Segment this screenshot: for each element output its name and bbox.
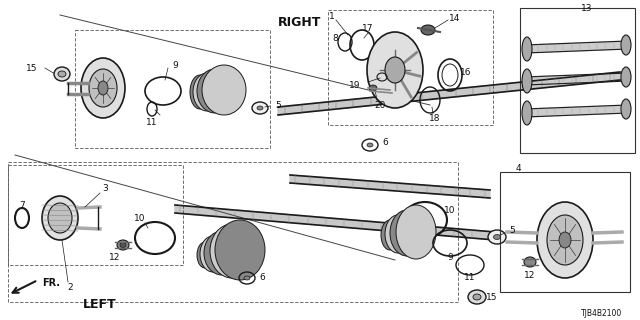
- Text: 2: 2: [67, 284, 73, 292]
- Ellipse shape: [98, 81, 108, 95]
- Ellipse shape: [197, 69, 233, 113]
- Ellipse shape: [54, 67, 70, 81]
- Text: 16: 16: [460, 68, 472, 76]
- Text: 15: 15: [486, 293, 498, 302]
- Ellipse shape: [200, 236, 226, 272]
- Ellipse shape: [621, 99, 631, 119]
- Text: 20: 20: [374, 100, 386, 109]
- Text: 6: 6: [382, 138, 388, 147]
- Ellipse shape: [244, 276, 250, 280]
- Ellipse shape: [547, 215, 583, 265]
- Polygon shape: [278, 72, 620, 115]
- Ellipse shape: [215, 220, 265, 280]
- Ellipse shape: [390, 210, 424, 256]
- Ellipse shape: [252, 102, 268, 114]
- Ellipse shape: [381, 220, 399, 250]
- Ellipse shape: [367, 143, 373, 147]
- Text: 17: 17: [362, 23, 374, 33]
- Ellipse shape: [468, 290, 486, 304]
- Ellipse shape: [210, 224, 254, 278]
- Ellipse shape: [522, 101, 532, 125]
- Ellipse shape: [421, 25, 435, 35]
- Polygon shape: [525, 41, 628, 53]
- Ellipse shape: [193, 73, 221, 111]
- Ellipse shape: [58, 71, 66, 77]
- Text: 11: 11: [147, 117, 157, 126]
- Polygon shape: [290, 175, 490, 198]
- Bar: [8, 162, 458, 302]
- Text: 12: 12: [524, 271, 536, 281]
- Ellipse shape: [367, 32, 423, 108]
- Text: 6: 6: [259, 274, 265, 283]
- Bar: [328, 10, 493, 125]
- Ellipse shape: [621, 67, 631, 87]
- Bar: [8, 165, 183, 265]
- Ellipse shape: [621, 35, 631, 55]
- Ellipse shape: [385, 215, 411, 253]
- Text: 5: 5: [509, 226, 515, 235]
- Ellipse shape: [369, 85, 377, 91]
- Ellipse shape: [120, 243, 126, 247]
- Ellipse shape: [493, 235, 500, 239]
- Ellipse shape: [396, 205, 436, 259]
- Text: 8: 8: [332, 34, 338, 43]
- Text: 15: 15: [26, 63, 38, 73]
- Text: FR.: FR.: [42, 278, 60, 288]
- Text: 7: 7: [19, 201, 25, 210]
- Ellipse shape: [202, 65, 246, 115]
- Ellipse shape: [524, 257, 536, 267]
- Text: 9: 9: [172, 60, 178, 69]
- Text: 3: 3: [102, 183, 108, 193]
- Ellipse shape: [257, 106, 263, 110]
- Text: 4: 4: [515, 164, 521, 172]
- Ellipse shape: [197, 242, 213, 268]
- Text: LEFT: LEFT: [83, 299, 117, 311]
- Polygon shape: [175, 205, 495, 240]
- Text: 9: 9: [447, 253, 453, 262]
- Bar: [500, 172, 630, 292]
- Polygon shape: [525, 105, 628, 117]
- Text: 11: 11: [464, 274, 476, 283]
- Polygon shape: [525, 73, 628, 85]
- Bar: [75, 30, 270, 148]
- Ellipse shape: [559, 232, 571, 248]
- Ellipse shape: [522, 37, 532, 61]
- Ellipse shape: [473, 294, 481, 300]
- Ellipse shape: [42, 196, 78, 240]
- Text: TJB4B2100: TJB4B2100: [580, 309, 622, 318]
- Ellipse shape: [89, 69, 117, 107]
- Text: 1: 1: [329, 12, 335, 20]
- Ellipse shape: [385, 57, 405, 83]
- Ellipse shape: [81, 58, 125, 118]
- Ellipse shape: [204, 231, 240, 275]
- Text: 19: 19: [349, 81, 361, 90]
- Text: 14: 14: [449, 13, 461, 22]
- Text: 12: 12: [109, 253, 121, 262]
- Text: 5: 5: [275, 100, 281, 109]
- Text: 10: 10: [444, 205, 456, 214]
- Ellipse shape: [488, 230, 506, 244]
- Text: 13: 13: [581, 4, 593, 12]
- Text: RIGHT: RIGHT: [278, 15, 322, 28]
- Text: 10: 10: [134, 213, 146, 222]
- Ellipse shape: [117, 240, 129, 250]
- Ellipse shape: [48, 203, 72, 233]
- Ellipse shape: [190, 75, 210, 109]
- Text: 18: 18: [429, 114, 441, 123]
- Bar: [520, 8, 635, 153]
- Ellipse shape: [522, 69, 532, 93]
- Ellipse shape: [537, 202, 593, 278]
